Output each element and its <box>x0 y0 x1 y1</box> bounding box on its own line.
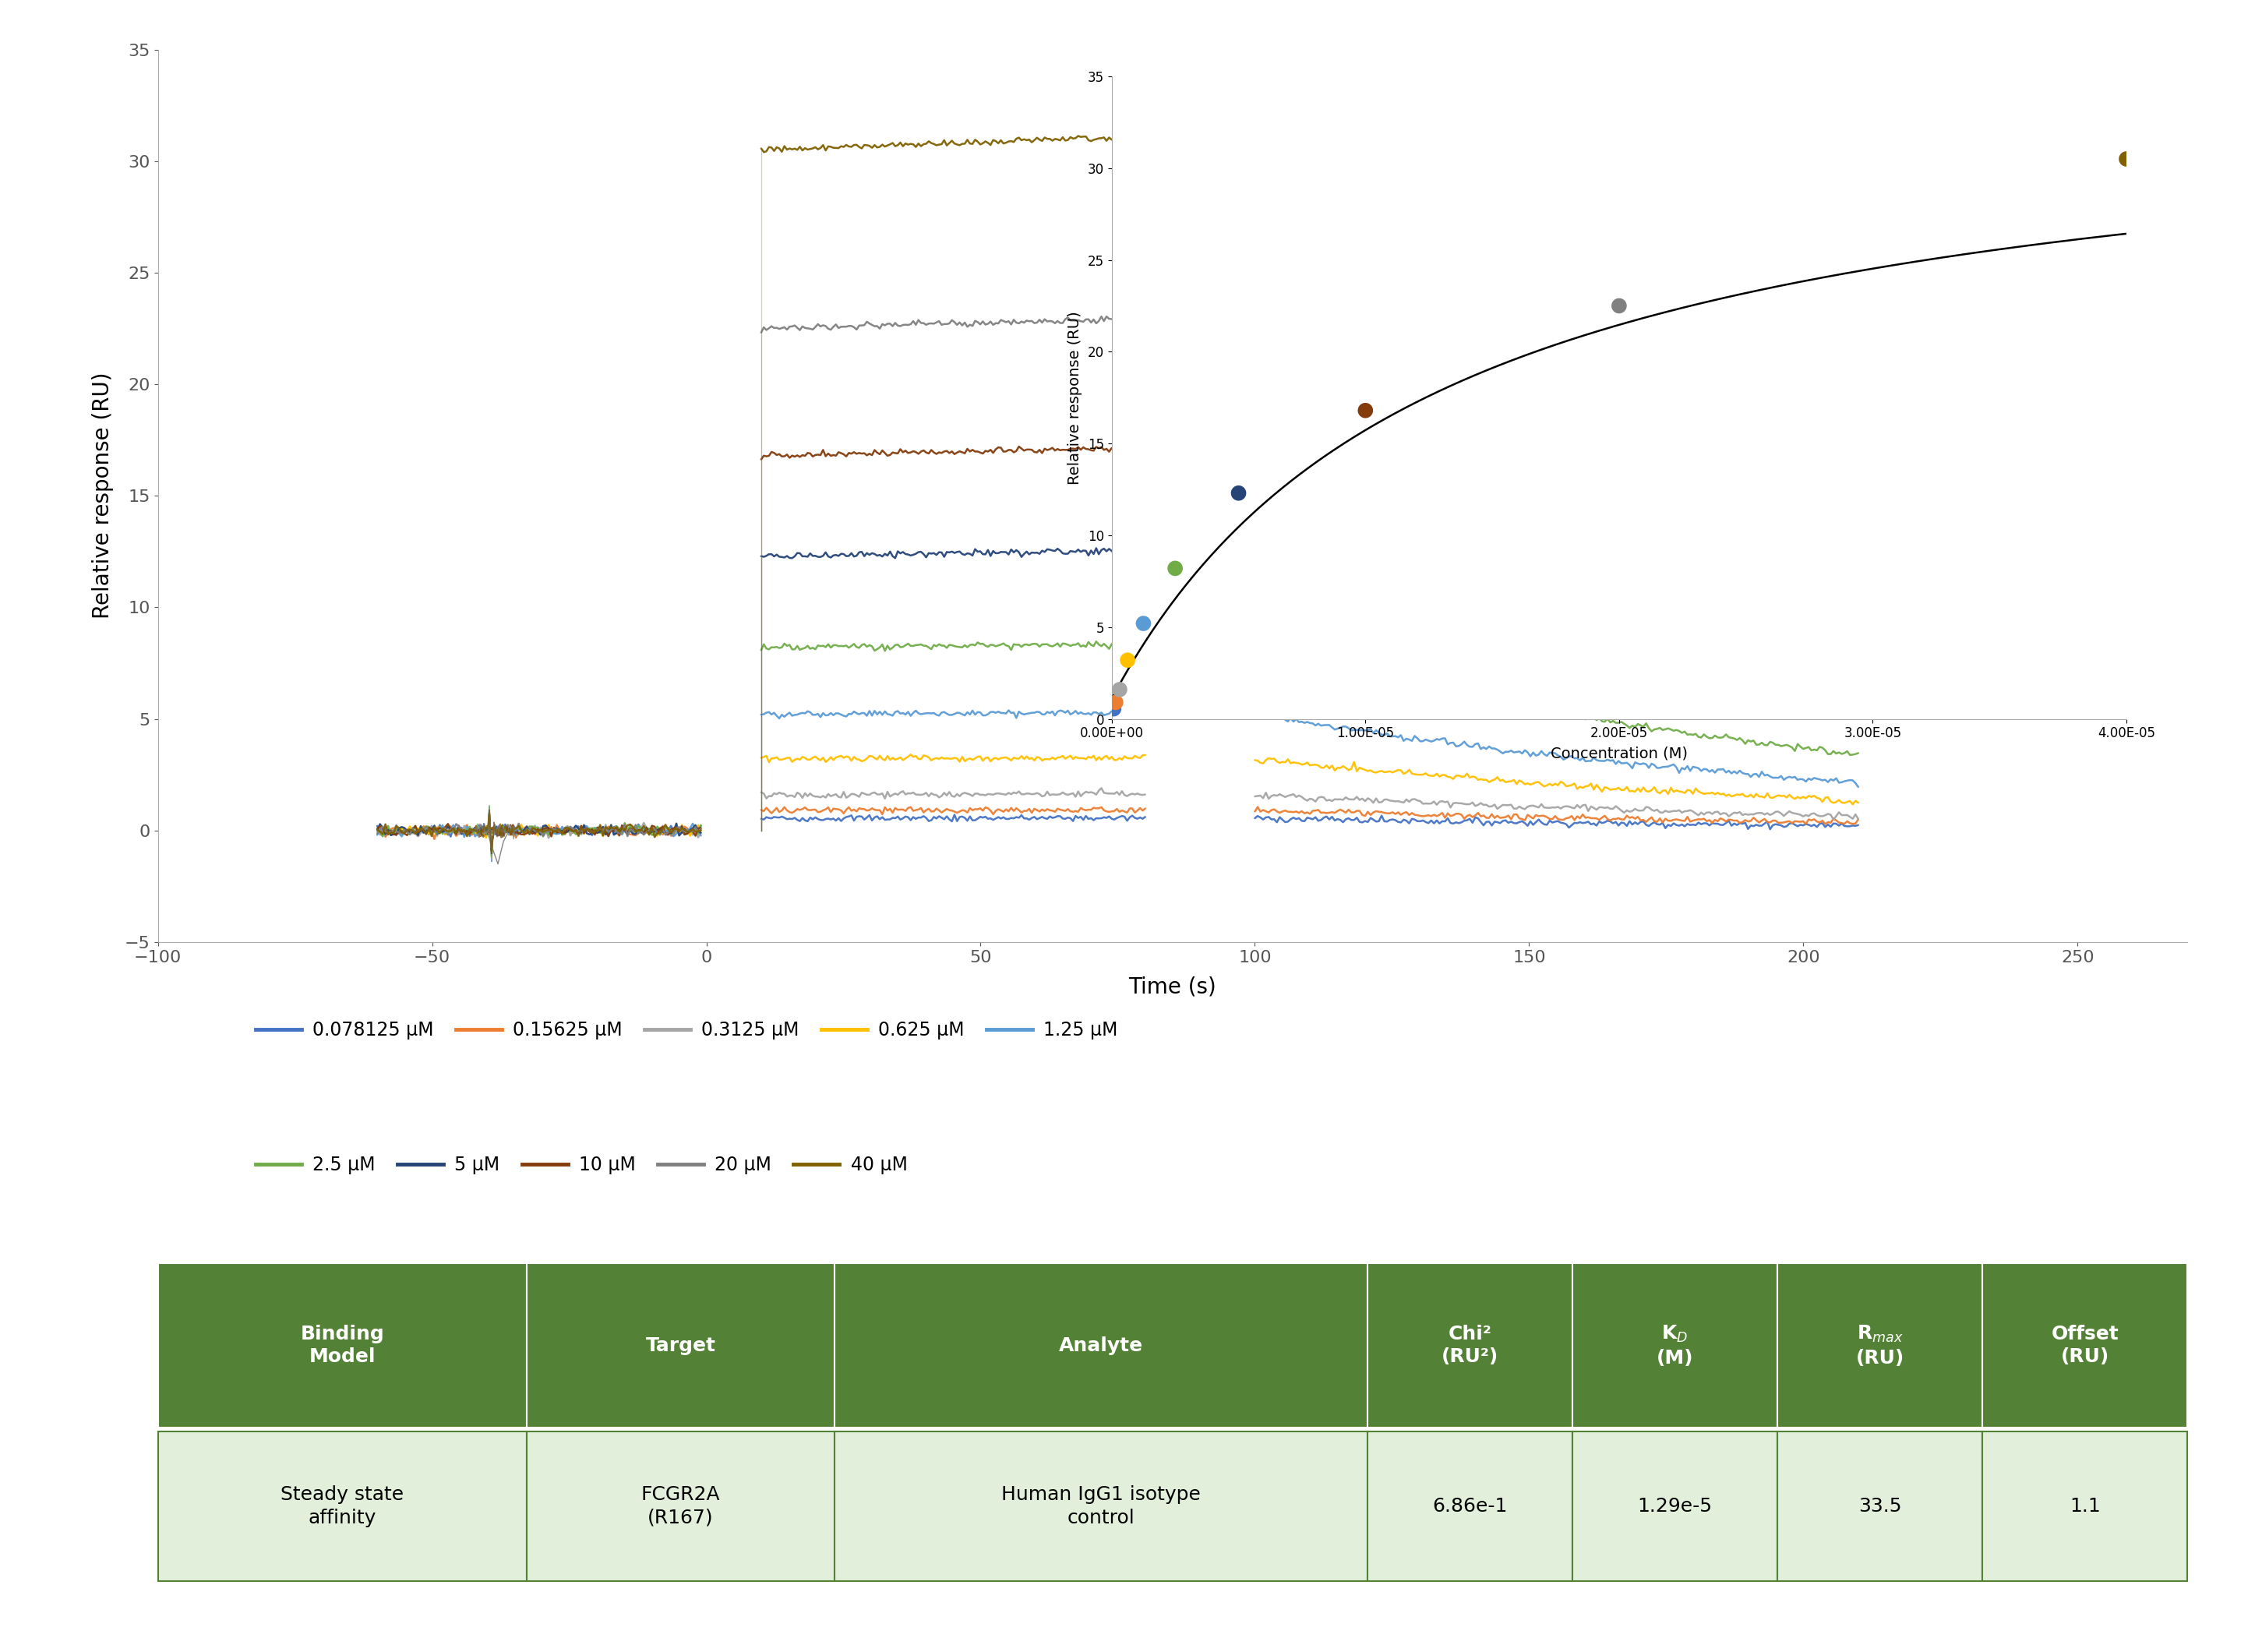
Text: Target: Target <box>645 1336 715 1355</box>
Bar <box>1572 1264 1777 1427</box>
Text: 6.86e-1: 6.86e-1 <box>1432 1497 1506 1515</box>
Bar <box>1982 1264 2187 1427</box>
Bar <box>1982 1431 2187 1581</box>
Bar <box>1572 1431 1777 1581</box>
Text: Binding
Model: Binding Model <box>300 1325 383 1366</box>
X-axis label: Time (s): Time (s) <box>1130 976 1215 998</box>
Bar <box>528 1264 834 1427</box>
Text: Chi²
(RU²): Chi² (RU²) <box>1441 1325 1497 1366</box>
Bar <box>158 1264 528 1427</box>
Bar <box>158 1431 528 1581</box>
Text: FCGR2A
(R167): FCGR2A (R167) <box>640 1485 719 1526</box>
Bar <box>1777 1431 1982 1581</box>
Text: Steady state
affinity: Steady state affinity <box>280 1485 404 1526</box>
Text: R$_{max}$
(RU): R$_{max}$ (RU) <box>1856 1323 1903 1368</box>
Text: Human IgG1 isotype
control: Human IgG1 isotype control <box>1001 1485 1200 1526</box>
Text: Analyte: Analyte <box>1060 1336 1143 1355</box>
Legend: 2.5 μM, 5 μM, 10 μM, 20 μM, 40 μM: 2.5 μM, 5 μM, 10 μM, 20 μM, 40 μM <box>248 1148 916 1181</box>
Y-axis label: Relative response (RU): Relative response (RU) <box>92 372 113 620</box>
Bar <box>834 1264 1367 1427</box>
Text: 33.5: 33.5 <box>1858 1497 1901 1515</box>
Bar <box>1777 1264 1982 1427</box>
Bar <box>1367 1431 1572 1581</box>
Text: 1.1: 1.1 <box>2070 1497 2099 1515</box>
Text: Offset
(RU): Offset (RU) <box>2052 1325 2120 1366</box>
Bar <box>834 1431 1367 1581</box>
Bar <box>1367 1264 1572 1427</box>
Text: 1.29e-5: 1.29e-5 <box>1637 1497 1712 1515</box>
Bar <box>528 1431 834 1581</box>
Text: K$_D$
(M): K$_D$ (M) <box>1657 1323 1694 1368</box>
